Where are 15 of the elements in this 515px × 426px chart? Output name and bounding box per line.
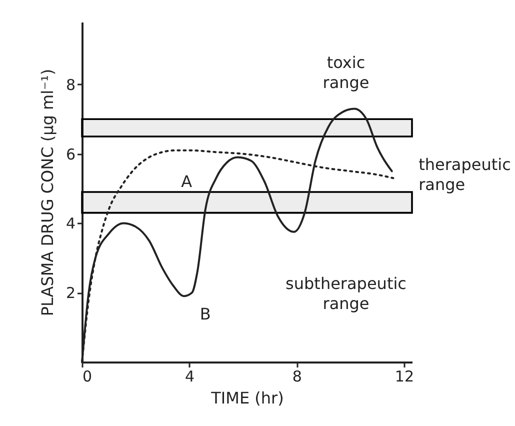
y-tick-label: 2 <box>66 284 76 302</box>
x-tick-label: 8 <box>292 368 302 386</box>
y-tick-label: 4 <box>66 214 76 233</box>
annotation: subtherapeutic range <box>286 274 406 313</box>
y-axis-title: PLASMA DRUG CONC (μg ml⁻¹) <box>38 68 57 316</box>
text: therapeutic range <box>418 154 511 194</box>
y-tick-label: 8 <box>66 76 76 94</box>
x-tick-label: 12 <box>394 368 414 386</box>
annotation: A <box>181 172 192 191</box>
y-tick-label: 6 <box>66 145 76 164</box>
x-tick-label: 4 <box>185 368 195 386</box>
x-tick-label: 0 <box>82 368 92 386</box>
x-axis-title: TIME (hr) <box>210 388 284 408</box>
annotation: toxic range <box>322 52 370 92</box>
annotation: B <box>200 304 211 324</box>
